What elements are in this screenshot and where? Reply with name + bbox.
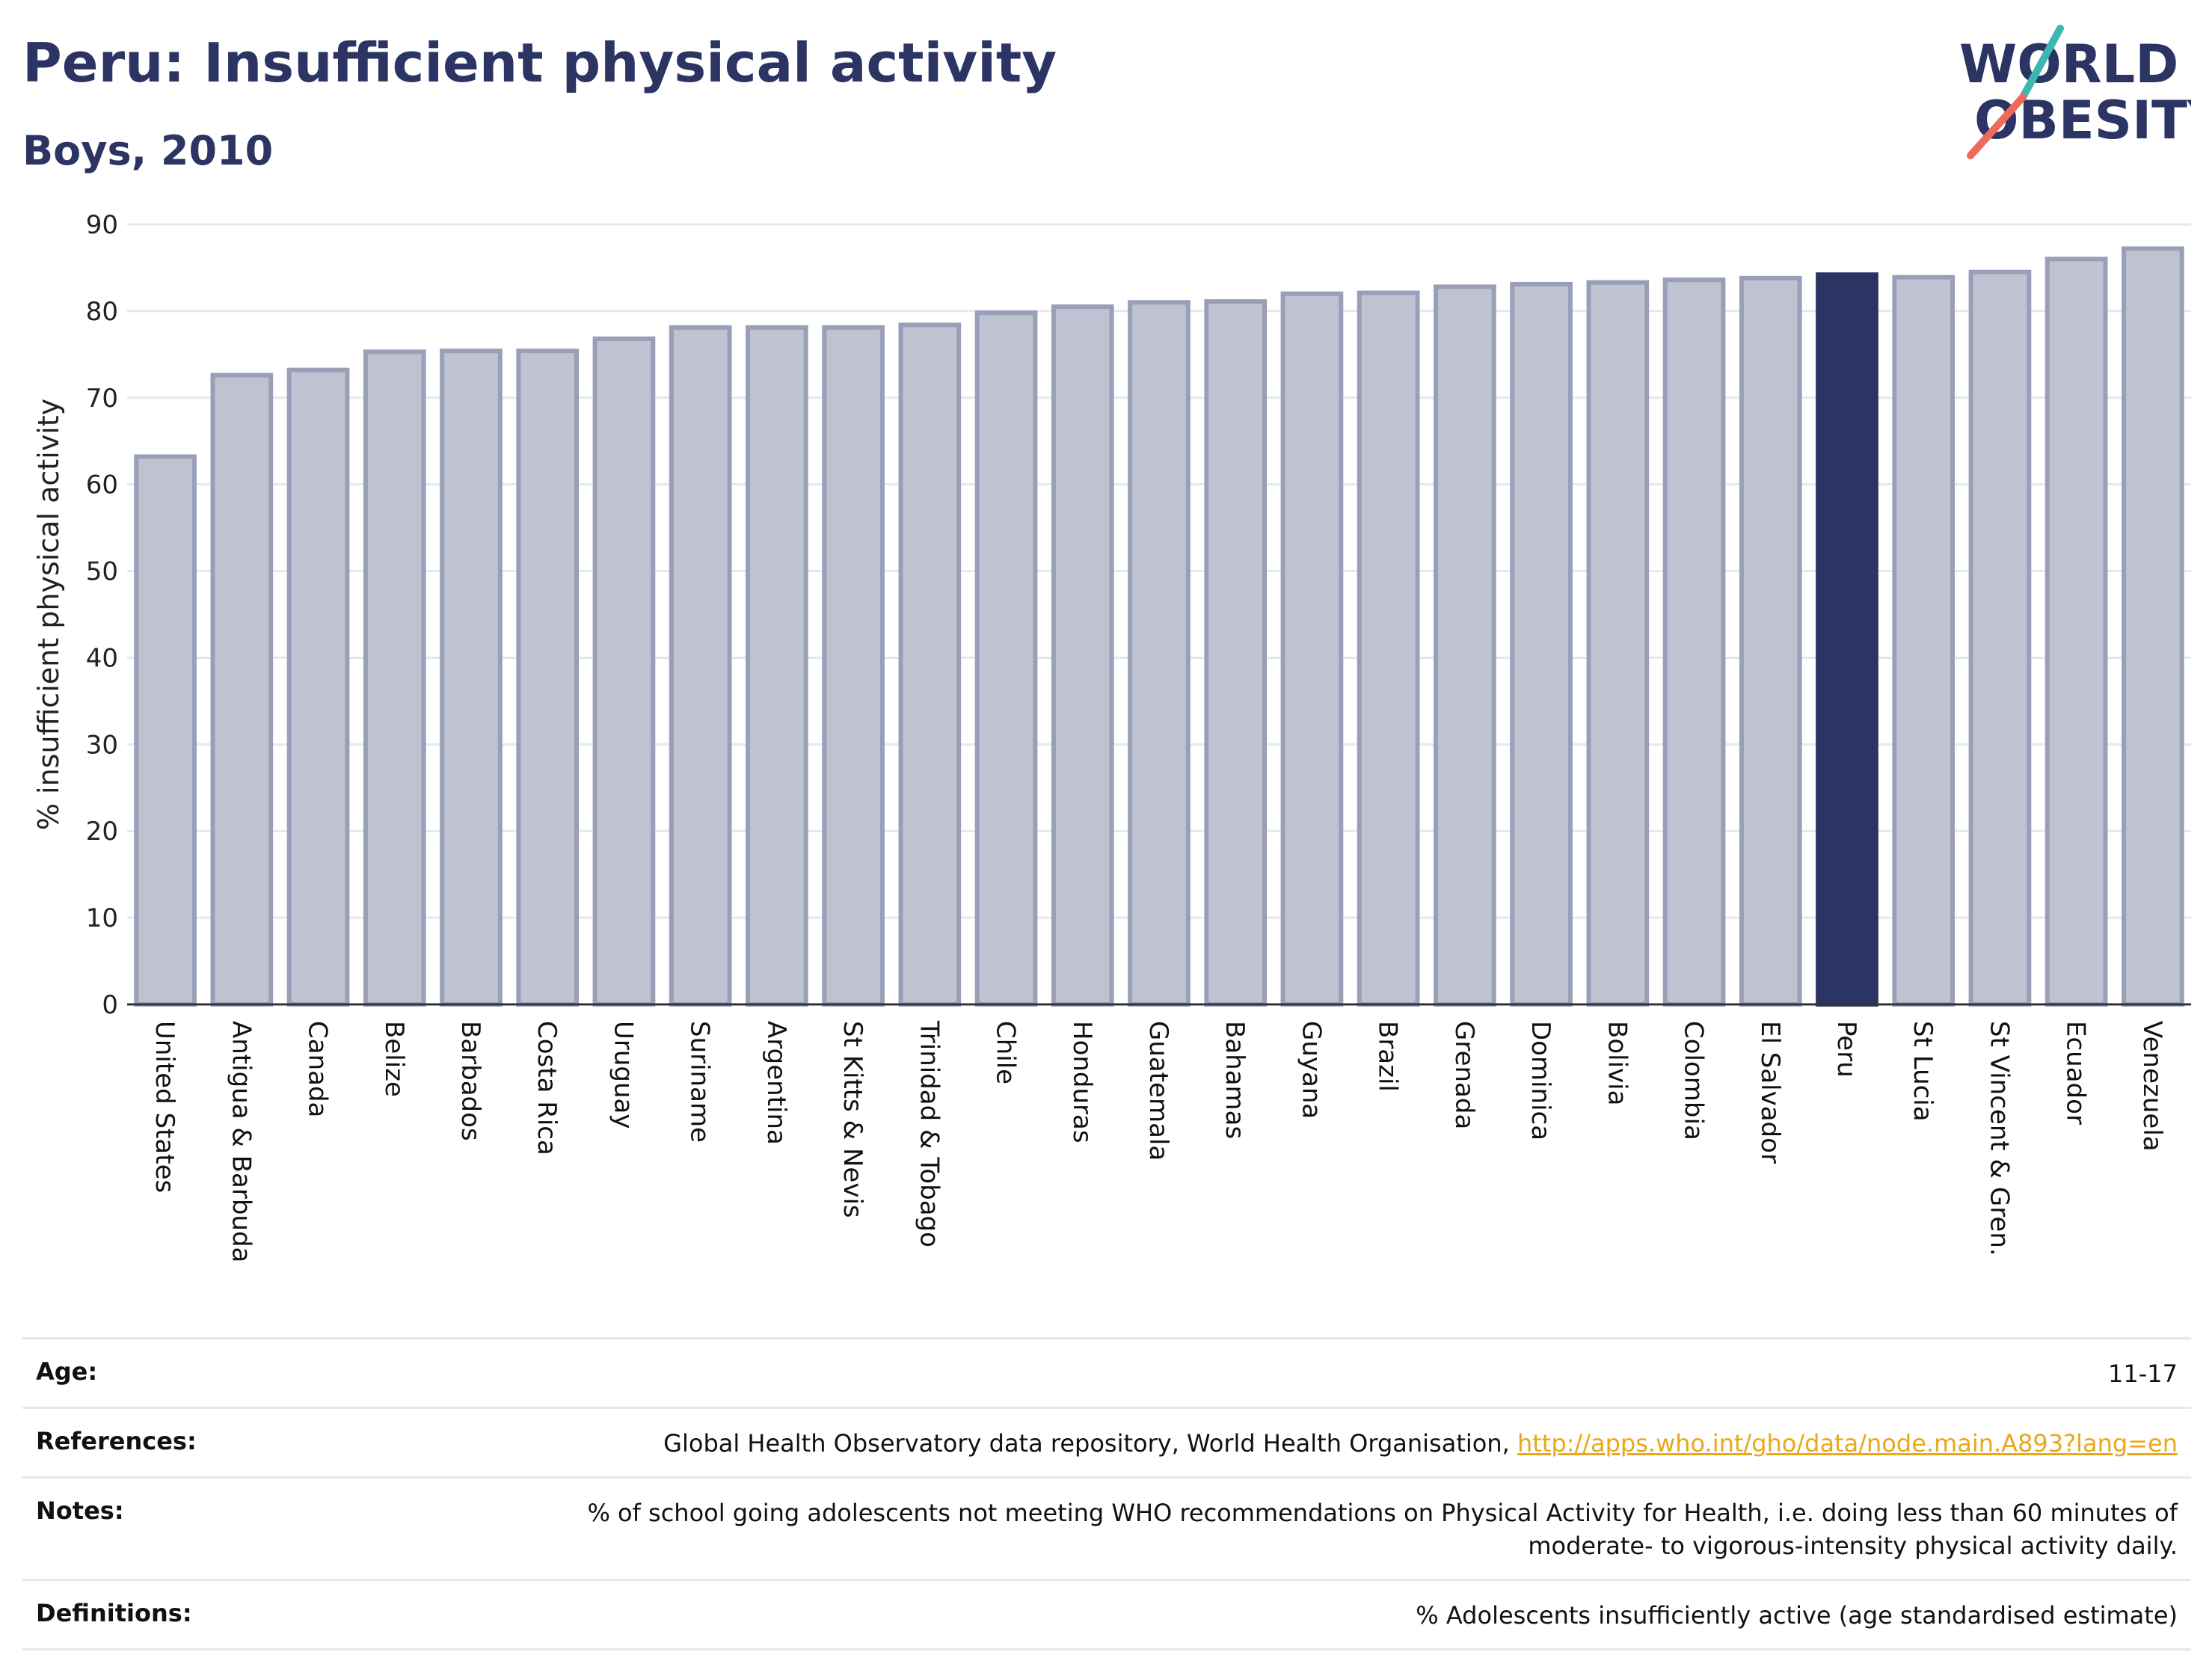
bar: [1128, 300, 1191, 1007]
notes-label: Notes:: [36, 1496, 124, 1525]
x-tick-label: St Vincent & Gren.: [1984, 1021, 2014, 1256]
bar: [669, 325, 732, 1007]
y-tick-label: 60: [86, 470, 118, 500]
references-value: Global Health Observatory data repositor…: [663, 1427, 2178, 1460]
y-tick-label: 0: [102, 990, 118, 1020]
world-obesity-logo: WORLD OBESITY: [1959, 25, 2191, 159]
y-axis-label: % insufficient physical activity: [32, 399, 65, 830]
x-tick-label: St Lucia: [1908, 1021, 1938, 1122]
x-tick-label: Costa Rica: [532, 1021, 562, 1155]
notes-line2: moderate- to vigorous-intensity physical…: [1528, 1532, 2178, 1560]
x-tick-label: Bolivia: [1602, 1021, 1632, 1105]
age-label: Age:: [36, 1357, 98, 1386]
x-tick-label: Ecuador: [2061, 1021, 2091, 1125]
x-tick-label: Guyana: [1296, 1021, 1326, 1119]
y-tick-label: 30: [86, 730, 118, 760]
x-tick-label: St Kitts & Nevis: [838, 1021, 867, 1218]
y-tick-label: 90: [86, 210, 118, 240]
bar: [1280, 291, 1344, 1007]
bar: [134, 454, 197, 1007]
x-tick-label: Colombia: [1679, 1021, 1709, 1140]
bar: [1434, 284, 1496, 1007]
info-row-age: Age: 11-17: [22, 1337, 2191, 1407]
bar: [1892, 274, 1956, 1007]
bar: [592, 336, 656, 1007]
bar-chart: 0 10 20 30 40 50 60 70 80 90 % insufficient physic…: [32, 210, 2191, 1262]
x-tick-label: Peru: [1831, 1021, 1861, 1078]
bar: [1357, 290, 1420, 1007]
x-tick-label: El Salvador: [1755, 1021, 1785, 1164]
notes-line1: % of school going adolescents not meetin…: [587, 1499, 2178, 1527]
bar: [363, 349, 426, 1007]
x-tick-label: Trinidad & Tobago: [914, 1020, 944, 1247]
bar: [210, 372, 274, 1007]
notes-value: % of school going adolescents not meetin…: [587, 1496, 2178, 1562]
definitions-label: Definitions:: [36, 1599, 192, 1627]
bar: [1510, 281, 1573, 1007]
x-tick-label: Guatemala: [1143, 1021, 1173, 1161]
definitions-value: % Adolescents insufficiently active (age…: [1416, 1601, 2178, 1630]
references-text: Global Health Observatory data repositor…: [663, 1429, 1517, 1458]
x-tick-label: Antigua & Barbuda: [226, 1021, 256, 1262]
bar: [898, 322, 962, 1007]
bar: [1586, 280, 1650, 1007]
page-subtitle: Boys, 2010: [22, 127, 274, 174]
bar: [1204, 299, 1268, 1007]
x-tick-label: Brazil: [1373, 1021, 1403, 1092]
age-value: 11-17: [2108, 1360, 2178, 1388]
x-tick-label: Barbados: [455, 1021, 485, 1141]
info-table: Age: 11-17 References: Global Health Obs…: [22, 1337, 2191, 1651]
y-tick-label: 40: [86, 643, 118, 673]
bar: [746, 325, 808, 1007]
logo-line2: OBESITY: [1974, 90, 2191, 151]
bar: [516, 348, 580, 1007]
x-tick-label: Honduras: [1067, 1021, 1097, 1143]
bar: [2122, 246, 2184, 1007]
y-tick-label: 20: [86, 817, 118, 847]
references-link[interactable]: http://apps.who.int/gho/data/node.main.A…: [1517, 1429, 2178, 1458]
page-title: Peru: Insufficient physical activity: [22, 31, 1057, 94]
bar: [1051, 304, 1114, 1007]
info-row-references: References: Global Health Observatory da…: [22, 1407, 2191, 1476]
bar: [974, 310, 1038, 1007]
references-label: References:: [36, 1427, 197, 1455]
info-row-definitions: Definitions: % Adolescents insufficientl…: [22, 1579, 2191, 1651]
x-tick-label: Grenada: [1449, 1021, 1479, 1129]
y-tick-label: 70: [86, 384, 118, 414]
bar: [1739, 275, 1802, 1007]
y-tick-label: 50: [86, 557, 118, 587]
logo-slash-coral: [1967, 93, 2027, 159]
x-tick-label: Venezuela: [2137, 1021, 2167, 1152]
bar: [1816, 272, 1878, 1007]
x-tick-label: Dominica: [1526, 1021, 1555, 1140]
x-tick-label: United States: [150, 1021, 179, 1193]
bar: [1662, 277, 1726, 1007]
x-tick-label: Chile: [991, 1021, 1021, 1084]
info-row-notes: Notes: % of school going adolescents not…: [22, 1476, 2191, 1579]
bar: [440, 348, 503, 1007]
x-tick-label: Uruguay: [608, 1021, 638, 1129]
bar: [286, 367, 350, 1007]
x-tick-label: Suriname: [685, 1021, 715, 1143]
bar: [2044, 257, 2108, 1007]
logo-line1: WORLD: [1959, 34, 2178, 95]
x-tick-label: Belize: [379, 1021, 409, 1097]
x-tick-label: Argentina: [761, 1021, 791, 1145]
bar: [1968, 269, 2032, 1007]
x-tick-label: Bahamas: [1220, 1021, 1250, 1139]
y-tick-label: 10: [86, 903, 118, 933]
x-tick-label: Canada: [303, 1021, 333, 1117]
y-tick-label: 80: [86, 297, 118, 327]
bar: [822, 325, 885, 1007]
logo-slash-teal: [2019, 25, 2064, 101]
